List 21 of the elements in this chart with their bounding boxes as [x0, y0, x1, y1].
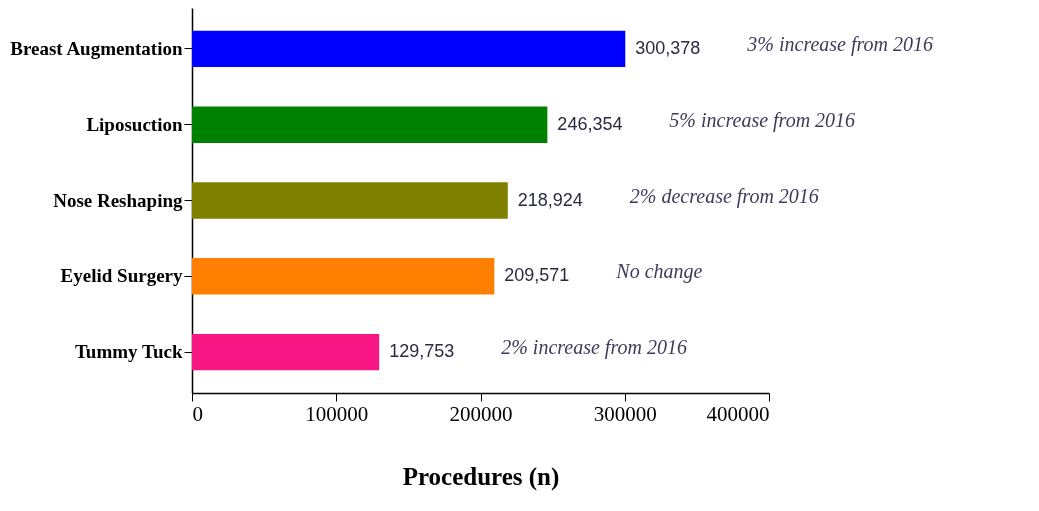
y-tick-label: Breast Augmentation [10, 37, 183, 59]
annotation: 5% increase from 2016 [669, 108, 856, 132]
annotation: No change [615, 260, 703, 284]
x-axis-title: Procedures (n) [402, 462, 560, 491]
x-tick-label: 400000 [706, 401, 770, 426]
data-label: 129,753 [389, 341, 455, 362]
y-tick-label: Nose Reshaping [53, 189, 183, 211]
x-tick-label: 300000 [593, 401, 657, 426]
y-tick-label: Tummy Tuck [74, 341, 183, 363]
data-label: 218,924 [517, 189, 583, 210]
data-label: 209,571 [504, 265, 570, 286]
annotation: 2% decrease from 2016 [629, 184, 819, 208]
data-label: 246,354 [557, 113, 623, 134]
x-tick-label: 0 [192, 401, 203, 426]
annotation: 2% increase from 2016 [501, 336, 687, 360]
x-tick-label: 100000 [305, 401, 369, 426]
y-tick-label: Eyelid Surgery [60, 265, 183, 287]
annotation: 3% increase from 2016 [746, 32, 934, 56]
x-tick-label: 200000 [449, 401, 513, 426]
data-label: 300,378 [635, 37, 701, 58]
y-tick-label: Liposuction [86, 113, 183, 135]
